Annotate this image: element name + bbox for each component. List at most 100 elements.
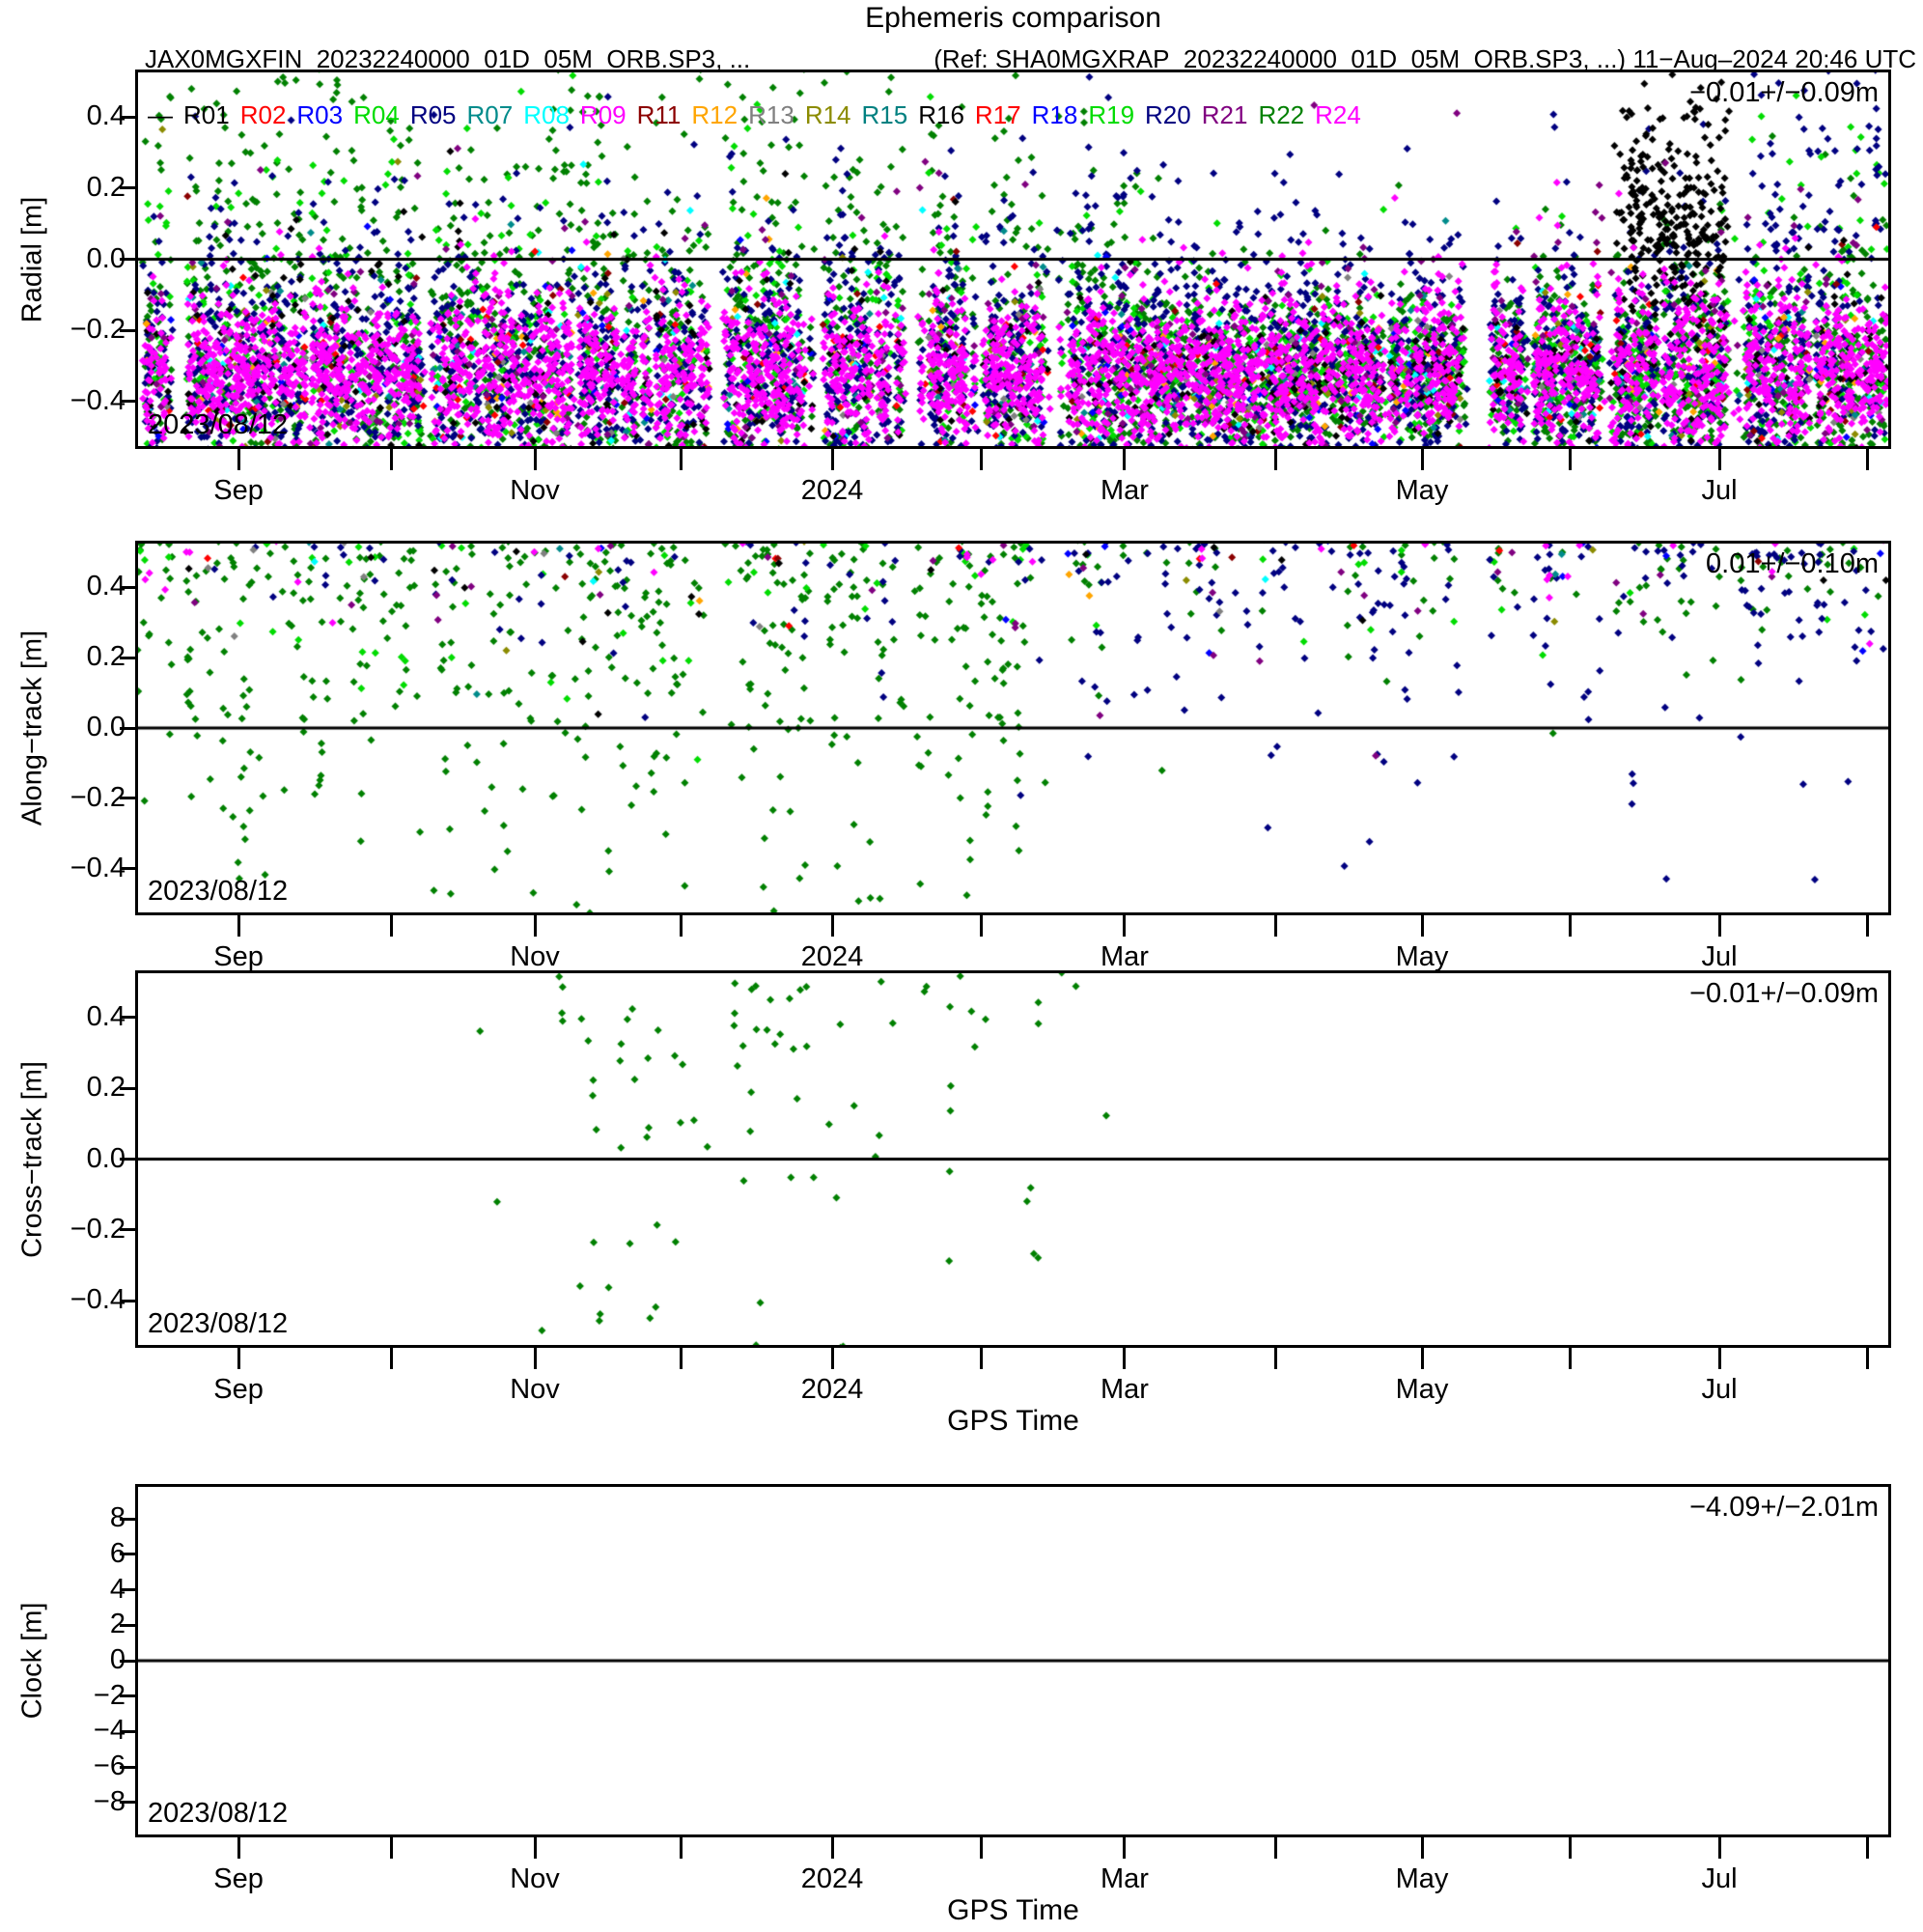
x-axis-title: GPS Time: [947, 1405, 1079, 1437]
y-axis-tick: [120, 400, 135, 404]
x-axis-tick: [390, 915, 394, 937]
scatter-canvas: [138, 72, 1888, 446]
x-axis-tick: [1274, 1348, 1278, 1369]
legend-item: R14: [804, 100, 851, 129]
start-date-label: 2023/08/12: [148, 409, 289, 440]
scatter-canvas: [138, 1487, 1888, 1834]
legend-item: R24: [1315, 100, 1361, 129]
legend-item: R15: [861, 100, 908, 129]
y-axis-tick: [120, 1086, 135, 1090]
y-axis-tick: [120, 1659, 135, 1663]
x-axis-tick-label: Mar: [1101, 475, 1149, 506]
y-axis-tick-label: 4: [109, 1573, 125, 1605]
x-axis-tick: [1123, 915, 1127, 937]
y-axis-title: Along−track [m]: [16, 630, 48, 826]
x-axis-tick-label: Mar: [1101, 1374, 1149, 1405]
y-axis-tick: [120, 1765, 135, 1769]
legend-item: R01: [183, 100, 230, 129]
plot-panel-clock-m-: −4.09+/−2.01m 2023/08/12: [135, 1484, 1891, 1837]
x-axis-tick-label: 2024: [800, 1863, 864, 1894]
x-axis-tick: [979, 915, 983, 937]
x-axis-tick-label: Jul: [1701, 941, 1738, 972]
x-axis-tick: [1866, 1348, 1870, 1369]
x-axis-tick-label: 2024: [800, 941, 864, 972]
x-axis-tick: [830, 1348, 834, 1369]
x-axis-tick: [1569, 449, 1573, 470]
legend-item: R04: [353, 100, 400, 129]
y-axis-tick-label: −0.4: [70, 384, 125, 416]
legend-item: R13: [748, 100, 794, 129]
x-axis-tick: [680, 1837, 683, 1859]
y-axis-tick: [120, 1299, 135, 1302]
y-axis-tick: [120, 115, 135, 119]
satellite-legend: — R01 R02 R03 R04 R05 R07 R08 R09 R11 R12 R13 R14 R15…: [148, 100, 1372, 130]
x-axis-tick-label: Sep: [213, 1374, 264, 1405]
y-axis-tick-label: 0.4: [86, 100, 125, 132]
x-axis-tick: [533, 1837, 537, 1859]
panel-stat-label: −0.01+/−0.09m: [1689, 77, 1879, 108]
y-axis-tick: [120, 1623, 135, 1627]
x-axis-tick: [830, 449, 834, 470]
y-axis-tick: [120, 1016, 135, 1020]
y-axis-tick: [120, 726, 135, 730]
subtitle-reference: (Ref: SHA0MGXRAP_20232240000_01D_05M_ORB…: [934, 44, 1916, 73]
x-axis-tick: [1420, 449, 1424, 470]
y-axis-tick-label: 0.4: [86, 1000, 125, 1032]
y-axis-tick-label: 0.2: [86, 641, 125, 673]
x-axis-tick: [1123, 1837, 1127, 1859]
start-date-label: 2023/08/12: [148, 876, 289, 907]
start-date-label: 2023/08/12: [148, 1798, 289, 1829]
x-axis-tick-label: Nov: [510, 1863, 560, 1894]
x-axis-tick: [1717, 449, 1721, 470]
y-axis-tick: [120, 656, 135, 659]
x-axis-tick-label: Jul: [1701, 1374, 1738, 1405]
x-axis-tick: [680, 449, 683, 470]
legend-item: R05: [409, 100, 457, 129]
x-axis-tick-label: 2024: [800, 1374, 864, 1405]
y-axis-tick-label: −4: [93, 1715, 125, 1747]
y-axis-tick: [120, 1228, 135, 1232]
x-axis-tick-label: 2024: [800, 475, 864, 506]
y-axis-tick-label: −6: [93, 1750, 125, 1782]
legend-item: R08: [523, 100, 570, 129]
y-axis-title: Cross−track [m]: [16, 1060, 48, 1258]
y-axis-tick: [120, 328, 135, 332]
x-axis-tick: [1420, 1837, 1424, 1859]
legend-item: R09: [579, 100, 627, 129]
y-axis-tick: [120, 1801, 135, 1805]
x-axis-tick: [237, 1348, 240, 1369]
x-axis-tick: [830, 915, 834, 937]
x-axis-tick-label: Sep: [213, 1863, 264, 1894]
plot-panel-cross-track-m-: −0.01+/−0.09m 2023/08/12: [135, 970, 1891, 1348]
y-axis-title: Clock [m]: [16, 1602, 48, 1720]
y-axis-tick: [120, 1553, 135, 1556]
scatter-canvas: [138, 544, 1888, 912]
y-axis-title: Radial [m]: [16, 196, 48, 322]
x-axis-tick-label: Jul: [1701, 475, 1738, 506]
x-axis-tick: [1274, 915, 1278, 937]
y-axis-tick: [120, 1158, 135, 1161]
x-axis-tick: [1569, 1348, 1573, 1369]
x-axis-tick: [533, 449, 537, 470]
x-axis-tick: [1717, 915, 1721, 937]
subtitle-file: JAX0MGXFIN_20232240000_01D_05M_ORB.SP3, …: [145, 44, 751, 73]
x-axis-tick-label: May: [1395, 1374, 1449, 1405]
y-axis-tick: [120, 1588, 135, 1592]
y-axis-tick-label: 0.0: [86, 1142, 125, 1174]
x-axis-tick: [979, 1837, 983, 1859]
y-axis-tick: [120, 1729, 135, 1733]
legend-item: R16: [918, 100, 964, 129]
y-axis-tick-label: 0.2: [86, 1072, 125, 1104]
start-date-label: 2023/08/12: [148, 1308, 289, 1339]
scatter-canvas: [138, 973, 1888, 1345]
x-axis-tick: [390, 1348, 394, 1369]
panel-stat-label: 0.01+/−0.10m: [1706, 548, 1879, 579]
legend-line-sample: —: [148, 100, 173, 129]
x-axis-tick-label: Jul: [1701, 1863, 1738, 1894]
legend-item: R17: [974, 100, 1021, 129]
x-axis-tick: [237, 915, 240, 937]
x-axis-tick-label: May: [1395, 475, 1449, 506]
x-axis-tick-label: Mar: [1101, 941, 1149, 972]
y-axis-tick-label: 8: [109, 1502, 125, 1534]
